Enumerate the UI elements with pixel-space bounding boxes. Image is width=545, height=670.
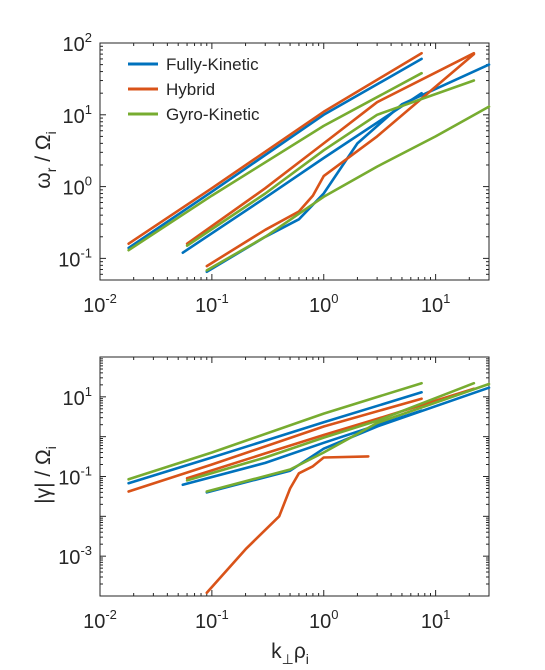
legend-label-fully-kinetic: Fully-Kinetic [166, 55, 259, 74]
bottom-panel: 10-2 10-1 100 101 10-3 10-1 101 [58, 356, 491, 633]
top-ylabel: ωr / Ωi [32, 131, 59, 188]
bottom-axes-box [99, 356, 490, 597]
legend-label-gyro-kinetic: Gyro-Kinetic [166, 105, 260, 124]
top-ytick-label: 102 [63, 30, 92, 56]
top-ytick-label: 101 [63, 102, 92, 128]
top-xtick-label: 10-2 [83, 291, 117, 317]
top-series-fully-kinetic-1 [181, 91, 423, 254]
bottom-ytick-label: 10-3 [58, 543, 92, 569]
top-xtick-label: 100 [309, 291, 338, 317]
top-series-fully-kinetic-0 [127, 57, 423, 250]
legend-label-hybrid: Hybrid [166, 80, 215, 99]
bottom-series-hybrid-5 [205, 455, 370, 595]
bottom-xtick-label: 100 [309, 607, 338, 633]
bottom-series-gyro-kinetic-8 [205, 382, 491, 493]
bottom-xtick-label: 10-1 [195, 607, 229, 633]
bottom-xtick-label: 10-2 [83, 607, 117, 633]
top-series-hybrid-3 [127, 51, 423, 245]
bottom-xlabel: k⊥ρi [271, 640, 309, 667]
bottom-series-hybrid-4 [185, 387, 476, 480]
top-ytick-label: 100 [63, 174, 92, 200]
top-panel: 10-2 10-1 100 101 10-1 100 101 102 [58, 30, 491, 317]
top-axes-box [99, 42, 490, 281]
top-series-hybrid-4 [185, 51, 476, 245]
bottom-series-gyro-kinetic-7 [185, 381, 476, 482]
top-xtick-label: 10-1 [195, 291, 229, 317]
top-series-gyro-kinetic-7 [185, 79, 476, 247]
bottom-series-fully-kinetic-0 [127, 390, 423, 485]
top-series-gyro-kinetic-6 [127, 71, 423, 252]
top-ytick-label: 10-1 [58, 245, 92, 271]
top-series-hybrid-5 [205, 52, 476, 268]
bottom-ytick-label: 101 [63, 384, 92, 410]
legend: Fully-Kinetic Hybrid Gyro-Kinetic [128, 55, 260, 124]
top-xtick-label: 101 [421, 291, 450, 317]
bottom-ytick-label: 10-1 [58, 464, 92, 490]
bottom-series-hybrid-3 [127, 397, 423, 493]
bottom-ylabel: |γ| / Ωi [32, 446, 59, 504]
top-series-gyro-kinetic-8 [205, 105, 491, 272]
bottom-xtick-label: 101 [421, 607, 450, 633]
bottom-series-gyro-kinetic-6 [127, 381, 423, 481]
